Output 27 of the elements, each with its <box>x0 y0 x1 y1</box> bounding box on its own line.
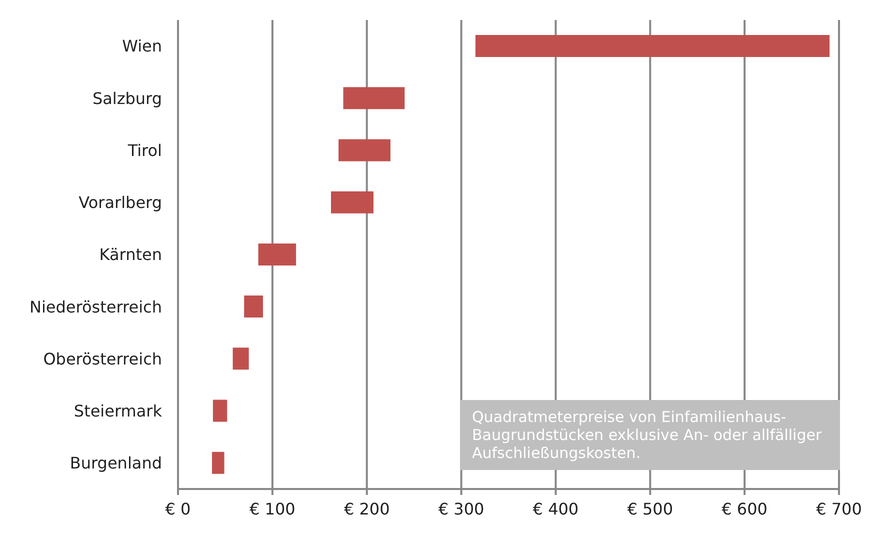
x-tick-label: € 600 <box>722 499 768 518</box>
x-tick-label: € 300 <box>438 499 484 518</box>
y-tick-label: Salzburg <box>92 88 162 108</box>
x-tick-label: € 200 <box>344 499 390 518</box>
x-tick-label: € 0 <box>165 499 191 518</box>
y-tick-label: Wien <box>122 36 162 56</box>
bar <box>338 139 390 162</box>
bar <box>475 35 830 57</box>
bar <box>244 296 263 318</box>
bar <box>232 348 249 370</box>
bar <box>212 452 224 474</box>
bar <box>343 87 405 110</box>
bar <box>258 243 296 266</box>
y-tick-label: Vorarlberg <box>78 193 162 212</box>
x-tick-label: € 500 <box>627 499 674 518</box>
bar <box>330 191 374 214</box>
x-tick-label: € 100 <box>250 499 296 518</box>
x-tick-label: € 400 <box>532 499 579 518</box>
y-tick-label: Steiermark <box>74 402 163 421</box>
y-tick-label: Kärnten <box>99 245 162 264</box>
annotation: Quadratmeterpreise von Einfamilienhaus-Baugrundstücken exklusive An- oder allfälliger Aufschließungskosten. <box>460 400 840 470</box>
y-tick-label: Tirol <box>126 140 162 160</box>
y-tick-label: Oberösterreich <box>43 349 162 368</box>
bar <box>212 400 228 422</box>
y-tick-label: Niederösterreich <box>30 297 162 316</box>
x-tick-label: € 700 <box>816 499 862 518</box>
y-tick-label: Burgenland <box>70 454 162 473</box>
